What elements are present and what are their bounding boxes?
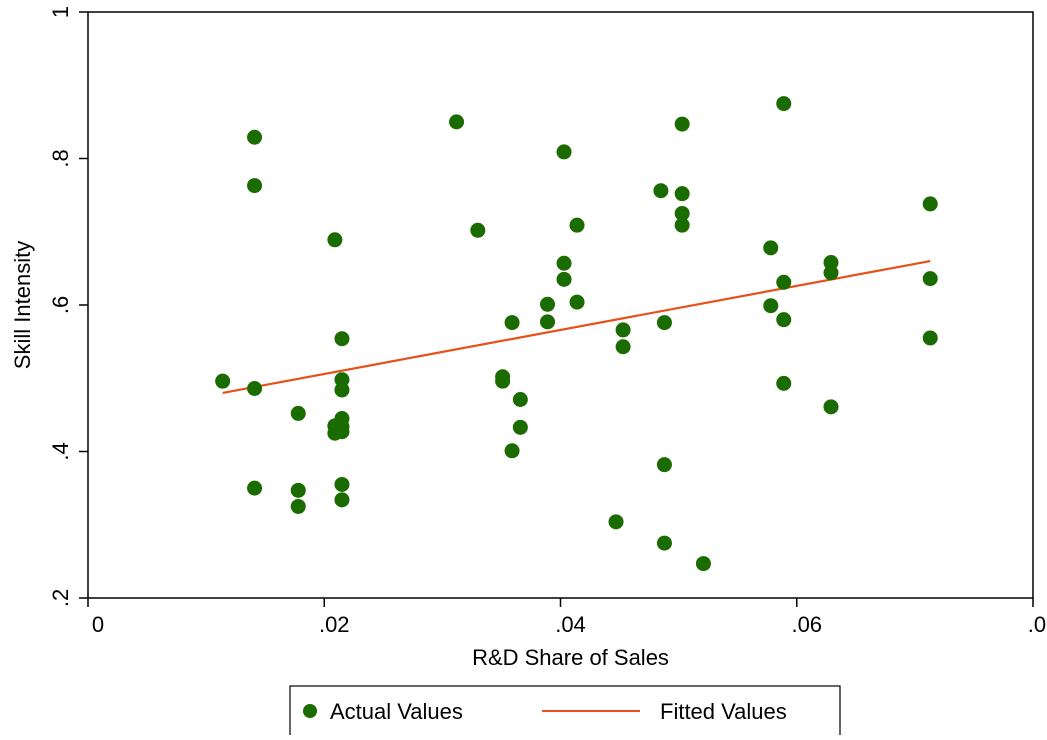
data-point: [776, 375, 792, 391]
data-point: [776, 96, 792, 112]
data-point: [615, 339, 631, 355]
data-point: [449, 114, 465, 130]
legend-label-fitted: Fitted Values: [660, 699, 787, 724]
plot-area: [87, 11, 1034, 599]
data-point: [823, 255, 839, 271]
data-point: [653, 183, 669, 199]
data-point: [540, 296, 556, 312]
legend: Actual Values Fitted Values: [289, 685, 841, 737]
data-point: [470, 222, 486, 238]
x-axis-title: R&D Share of Sales: [472, 645, 669, 670]
data-point: [922, 271, 938, 287]
data-point: [569, 217, 585, 233]
legend-label-actual: Actual Values: [330, 699, 463, 724]
data-point: [922, 330, 938, 346]
y-axis: .2 .4 .6 .8 1: [48, 6, 88, 607]
y-axis-title: Skill Intensity: [10, 241, 35, 369]
x-tick-label: .04: [555, 612, 586, 637]
data-point: [512, 419, 528, 435]
data-point: [674, 116, 690, 132]
data-point: [247, 178, 263, 194]
data-point: [334, 372, 350, 388]
data-point: [327, 232, 343, 248]
data-point: [334, 331, 350, 347]
data-point: [512, 391, 528, 407]
data-point: [656, 315, 672, 331]
data-point: [763, 298, 779, 314]
data-point: [608, 514, 624, 530]
data-point: [823, 265, 839, 281]
data-point: [540, 314, 556, 330]
x-axis: 0 .02 .04 .06 .08: [87, 598, 1047, 637]
x-tick-label: .06: [791, 612, 822, 637]
data-point: [656, 457, 672, 473]
data-point: [334, 382, 350, 398]
data-point: [823, 399, 839, 415]
data-point: [776, 312, 792, 328]
data-point: [674, 205, 690, 221]
data-point: [674, 217, 690, 233]
data-point: [695, 556, 711, 572]
data-point: [290, 498, 306, 514]
data-point: [504, 443, 520, 459]
data-point: [569, 294, 585, 310]
data-point: [247, 381, 263, 397]
data-point: [556, 271, 572, 287]
plot-border: [87, 11, 1034, 599]
data-point: [776, 274, 792, 290]
data-point: [504, 315, 520, 331]
data-point: [290, 482, 306, 498]
data-point: [334, 424, 350, 440]
x-tick-label: 0: [92, 612, 104, 637]
data-point: [763, 240, 779, 256]
data-point: [556, 144, 572, 160]
data-point: [215, 373, 231, 389]
data-point: [334, 492, 350, 508]
x-tick-label: .02: [319, 612, 350, 637]
data-point: [334, 476, 350, 492]
y-tick-label: .6: [48, 296, 73, 314]
data-point: [656, 535, 672, 551]
fitted-line: [222, 259, 931, 394]
data-point: [290, 405, 306, 421]
legend-marker-actual: [303, 704, 317, 718]
y-tick-label: .8: [48, 149, 73, 167]
data-point: [556, 255, 572, 271]
x-tick-label: .08: [1028, 612, 1047, 637]
series-layer: [215, 96, 938, 572]
y-tick-label: .4: [48, 442, 73, 460]
data-point: [674, 186, 690, 202]
y-tick-label: 1: [48, 6, 73, 18]
data-point: [615, 322, 631, 338]
y-tick-label: .2: [48, 589, 73, 607]
data-point: [247, 480, 263, 496]
data-point: [247, 129, 263, 145]
data-point: [922, 196, 938, 212]
data-point: [495, 373, 511, 389]
